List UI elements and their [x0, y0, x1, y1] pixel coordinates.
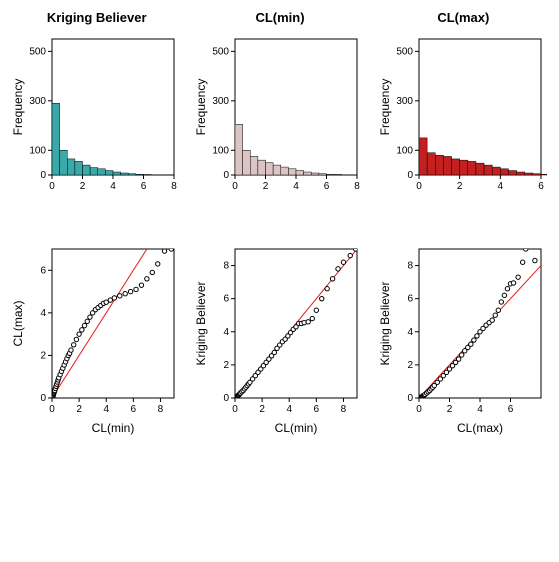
hist-svg-2: 0 2 4 6 8 0 100 300 500 Frequency: [193, 33, 363, 203]
svg-text:2: 2: [407, 360, 413, 371]
svg-text:6: 6: [314, 404, 320, 415]
svg-text:8: 8: [158, 404, 164, 415]
qq-svg-2: 0 2 4 6 8 0 2 4 6 8 CL(min) Kriging Believer: [193, 243, 363, 438]
svg-text:8: 8: [407, 261, 413, 272]
svg-text:6: 6: [324, 181, 330, 192]
svg-text:300: 300: [396, 96, 413, 107]
svg-text:2: 2: [76, 404, 82, 415]
svg-text:2: 2: [263, 181, 269, 192]
svg-text:8: 8: [341, 404, 347, 415]
svg-text:Frequency: Frequency: [11, 79, 25, 136]
svg-text:0: 0: [224, 393, 230, 404]
svg-text:4: 4: [407, 327, 413, 338]
svg-text:6: 6: [224, 294, 230, 305]
svg-text:2: 2: [40, 350, 46, 361]
qq-panel-2: 0 2 4 6 8 0 2 4 6 8 CL(min) Kriging Believer: [193, 243, 366, 438]
hist-panel-3: CL(max) 0 2 4 6 0 100 300 500 Frequency: [377, 10, 550, 203]
hist-panel-2: CL(min) 0 2 4 6 8 0 100 300 500 Frequency: [193, 10, 366, 203]
svg-text:2: 2: [80, 181, 86, 192]
qq-svg-1: 0 2 4 6 8 0 2 4 6 CL(min) CL(max): [10, 243, 180, 438]
svg-text:6: 6: [40, 265, 46, 276]
svg-text:300: 300: [29, 96, 46, 107]
svg-text:4: 4: [294, 181, 300, 192]
svg-text:500: 500: [396, 46, 413, 57]
svg-text:6: 6: [538, 181, 544, 192]
svg-text:6: 6: [407, 294, 413, 305]
svg-text:0: 0: [40, 393, 46, 404]
chart-grid: Kriging Believer 0 2 4 6 8 0 100 300 500 Frequenc…: [10, 10, 550, 438]
svg-text:0: 0: [233, 181, 239, 192]
qq-panel-3: 0 2 4 6 0 2 4 6 8 CL(max) Kriging Believer: [377, 243, 550, 438]
svg-text:Kriging Believer: Kriging Believer: [378, 281, 392, 365]
svg-text:0: 0: [416, 404, 422, 415]
svg-text:0: 0: [49, 404, 55, 415]
svg-text:0: 0: [416, 181, 422, 192]
svg-text:4: 4: [40, 308, 46, 319]
svg-text:0: 0: [407, 170, 413, 181]
svg-text:4: 4: [110, 181, 116, 192]
svg-text:2: 2: [457, 181, 463, 192]
panel-title-2: CL(min): [193, 10, 366, 25]
svg-text:0: 0: [224, 170, 230, 181]
svg-text:6: 6: [507, 404, 513, 415]
svg-text:4: 4: [497, 181, 503, 192]
hist-panel-1: Kriging Believer 0 2 4 6 8 0 100 300 500 Frequenc…: [10, 10, 183, 203]
svg-text:100: 100: [213, 145, 230, 156]
svg-text:4: 4: [224, 327, 230, 338]
svg-text:CL(min): CL(min): [275, 421, 318, 435]
svg-text:Frequency: Frequency: [378, 79, 392, 136]
svg-text:0: 0: [49, 181, 55, 192]
svg-text:6: 6: [141, 181, 147, 192]
svg-text:100: 100: [396, 145, 413, 156]
svg-text:8: 8: [224, 261, 230, 272]
qq-svg-3: 0 2 4 6 0 2 4 6 8 CL(max) Kriging Believer: [377, 243, 547, 438]
svg-text:0: 0: [233, 404, 239, 415]
hist-svg-1: 0 2 4 6 8 0 100 300 500 Frequency: [10, 33, 180, 203]
svg-text:8: 8: [355, 181, 361, 192]
svg-text:0: 0: [407, 393, 413, 404]
svg-text:4: 4: [477, 404, 483, 415]
svg-text:300: 300: [213, 96, 230, 107]
svg-text:4: 4: [103, 404, 109, 415]
panel-title-3: CL(max): [377, 10, 550, 25]
svg-text:Frequency: Frequency: [194, 79, 208, 136]
svg-text:100: 100: [29, 145, 46, 156]
svg-text:0: 0: [40, 170, 46, 181]
svg-text:500: 500: [213, 46, 230, 57]
svg-text:CL(min): CL(min): [92, 421, 135, 435]
svg-text:8: 8: [171, 181, 177, 192]
svg-text:Kriging Believer: Kriging Believer: [194, 281, 208, 365]
svg-text:500: 500: [29, 46, 46, 57]
svg-text:4: 4: [287, 404, 293, 415]
svg-text:2: 2: [224, 360, 230, 371]
svg-text:2: 2: [446, 404, 452, 415]
panel-title-1: Kriging Believer: [10, 10, 183, 25]
svg-text:2: 2: [260, 404, 266, 415]
qq-panel-1: 0 2 4 6 8 0 2 4 6 CL(min) CL(max): [10, 243, 183, 438]
hist-svg-3: 0 2 4 6 0 100 300 500 Frequency: [377, 33, 547, 203]
svg-text:CL(max): CL(max): [11, 300, 25, 346]
svg-text:6: 6: [131, 404, 137, 415]
svg-text:CL(max): CL(max): [457, 421, 503, 435]
